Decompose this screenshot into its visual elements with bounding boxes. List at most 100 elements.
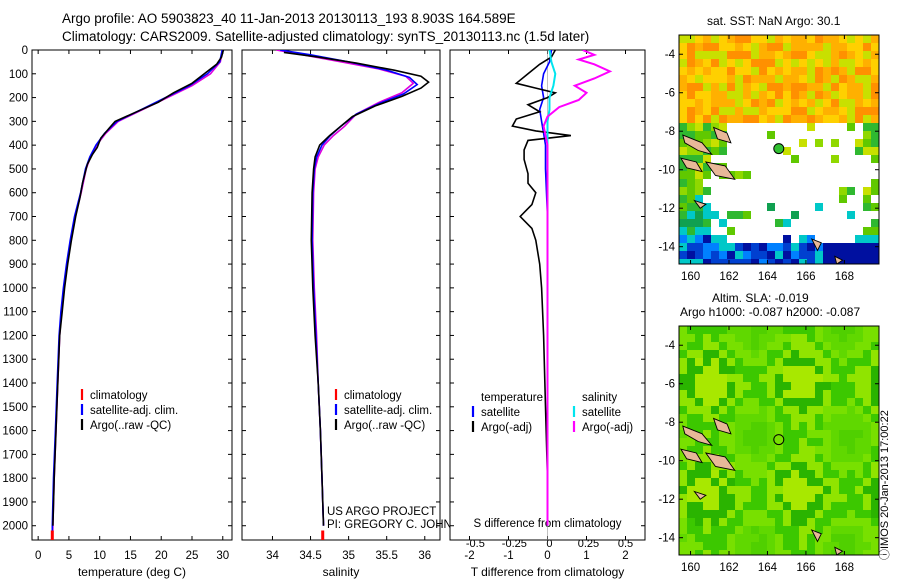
map-cell <box>855 438 863 446</box>
map-cell <box>711 534 719 542</box>
map-cell <box>855 470 863 478</box>
map-cell <box>775 326 783 334</box>
legend-label: Argo(-adj) <box>582 422 633 434</box>
map-cell <box>679 235 687 243</box>
map-cell <box>815 99 823 107</box>
map-cell <box>855 390 863 398</box>
map-cell <box>791 398 799 406</box>
map-cell <box>727 107 735 115</box>
map-cell <box>847 366 855 374</box>
map-cell <box>815 43 823 51</box>
map-cell <box>839 358 847 366</box>
map-cell <box>687 131 695 139</box>
map-cell <box>719 510 727 518</box>
map-cell <box>695 342 703 350</box>
map-cell <box>799 342 807 350</box>
map-cell <box>735 342 743 350</box>
map-cell <box>815 550 823 555</box>
map-cell <box>863 123 871 131</box>
map-cell <box>863 334 871 342</box>
map-cell <box>679 454 687 462</box>
map-cell <box>687 542 695 550</box>
map-cell <box>815 398 823 406</box>
map-cell <box>687 67 695 75</box>
map-cell <box>863 187 871 195</box>
map-cell <box>855 83 863 91</box>
map-cell <box>711 259 719 264</box>
map-cell <box>775 59 783 67</box>
map-cell <box>759 326 767 334</box>
map-cell <box>695 502 703 510</box>
map-cell <box>703 219 711 227</box>
map-cell <box>679 163 687 171</box>
map-cell <box>799 115 807 123</box>
map-cell <box>823 358 831 366</box>
map-cell <box>743 243 751 251</box>
map-cell <box>799 470 807 478</box>
map-cell <box>863 139 871 147</box>
map-cell <box>799 35 807 43</box>
map-cell <box>823 115 831 123</box>
map-cell <box>743 358 751 366</box>
x-tick-label: 30 <box>216 550 229 562</box>
map-cell <box>679 398 687 406</box>
map-cell <box>855 374 863 382</box>
x-tick-label-s: -0.5 <box>466 538 485 550</box>
map-cell <box>823 75 831 83</box>
sla-map-title-2: Argo h1000: -0.087 h2000: -0.087 <box>680 305 861 319</box>
map-cell <box>719 438 727 446</box>
map-cell <box>727 374 735 382</box>
map-cell <box>711 414 719 422</box>
map-y-tick-label: -4 <box>665 49 676 61</box>
map-cell <box>759 486 767 494</box>
map-cell <box>743 430 751 438</box>
map-cell <box>815 414 823 422</box>
map-cell <box>783 414 791 422</box>
map-cell <box>695 35 703 43</box>
map-cell <box>695 179 703 187</box>
map-cell <box>751 414 759 422</box>
map-cell <box>871 83 879 91</box>
map-cell <box>767 494 775 502</box>
map-cell <box>687 99 695 107</box>
map-cell <box>871 107 879 115</box>
map-cell <box>735 107 743 115</box>
map-cell <box>775 510 783 518</box>
map-cell <box>767 326 775 334</box>
map-cell <box>799 51 807 59</box>
argo-location-marker <box>773 143 785 155</box>
map-cell <box>759 526 767 534</box>
map-cell <box>767 75 775 83</box>
map-cell <box>847 454 855 462</box>
map-cell <box>839 374 847 382</box>
map-cell <box>807 59 815 67</box>
map-y-tick-label: -6 <box>665 379 675 391</box>
map-cell <box>695 59 703 67</box>
map-cell <box>871 382 879 390</box>
map-cell <box>711 334 719 342</box>
map-cell <box>823 59 831 67</box>
map-field <box>679 35 879 264</box>
map-cell <box>767 59 775 67</box>
map-cell <box>831 59 839 67</box>
map-cell <box>799 494 807 502</box>
map-cell <box>775 350 783 358</box>
map-cell <box>807 446 815 454</box>
map-cell <box>695 422 703 430</box>
map-cell <box>807 115 815 123</box>
map-cell <box>743 35 751 43</box>
map-cell <box>815 502 823 510</box>
map-cell <box>791 454 799 462</box>
sst-map-title: sat. SST: NaN Argo: 30.1 <box>707 14 841 28</box>
map-cell <box>687 107 695 115</box>
map-cell <box>863 99 871 107</box>
map-cell <box>727 227 735 235</box>
map-cell <box>751 430 759 438</box>
map-cell <box>799 534 807 542</box>
map-cell <box>855 550 863 555</box>
x-label: salinity <box>323 565 360 579</box>
map-cell <box>775 67 783 75</box>
map-cell <box>679 91 687 99</box>
map-cell <box>703 542 711 550</box>
map-cell <box>751 91 759 99</box>
